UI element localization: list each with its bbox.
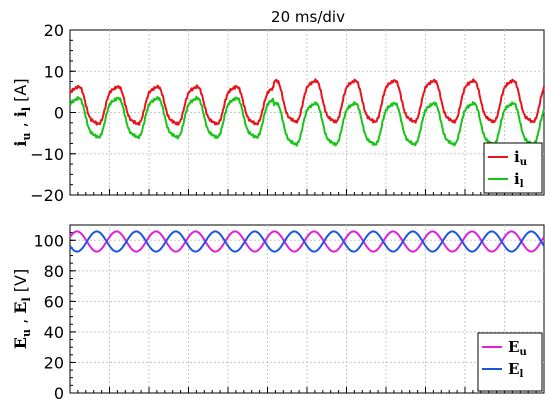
legend-label: El — [508, 360, 523, 380]
y-tick-label: 20 — [44, 21, 64, 40]
y-axis-label: iu , il [A] — [11, 78, 33, 146]
chart-title: 20 ms/div — [271, 8, 345, 26]
legend-label: iu — [514, 148, 527, 168]
y-tick-label: 80 — [44, 262, 64, 281]
y-tick-label: 0 — [54, 104, 64, 123]
y-axis-ticks: 20 10 0 −10 −20 — [30, 21, 76, 205]
y-tick-label: 10 — [44, 62, 64, 81]
series-line-il — [69, 95, 545, 147]
legend-label: il — [514, 170, 524, 190]
legend-label: Eu — [508, 338, 527, 358]
y-tick-label: −20 — [30, 186, 64, 205]
y-tick-label: 20 — [44, 353, 64, 372]
y-tick-label: 0 — [54, 384, 64, 403]
y-tick-label: 40 — [44, 323, 64, 342]
series-group — [69, 230, 545, 253]
legend-box — [477, 332, 543, 392]
y-tick-label: −10 — [30, 145, 64, 164]
series-group — [69, 78, 545, 147]
y-axis-label-text: iu , il [A] — [11, 78, 33, 146]
series-line-iu — [69, 78, 545, 126]
y-axis-label: Eu , El [V] — [11, 269, 33, 349]
x-axis-ticks — [69, 387, 545, 393]
y-axis-label-text: Eu , El [V] — [11, 269, 33, 349]
grid — [70, 225, 544, 393]
series-line-El — [69, 230, 545, 253]
series-line-Eu — [69, 230, 545, 253]
x-axis-ticks — [69, 189, 545, 195]
y-tick-label: 100 — [33, 231, 64, 250]
y-tick-label: 60 — [44, 292, 64, 311]
legend-box — [483, 142, 543, 194]
